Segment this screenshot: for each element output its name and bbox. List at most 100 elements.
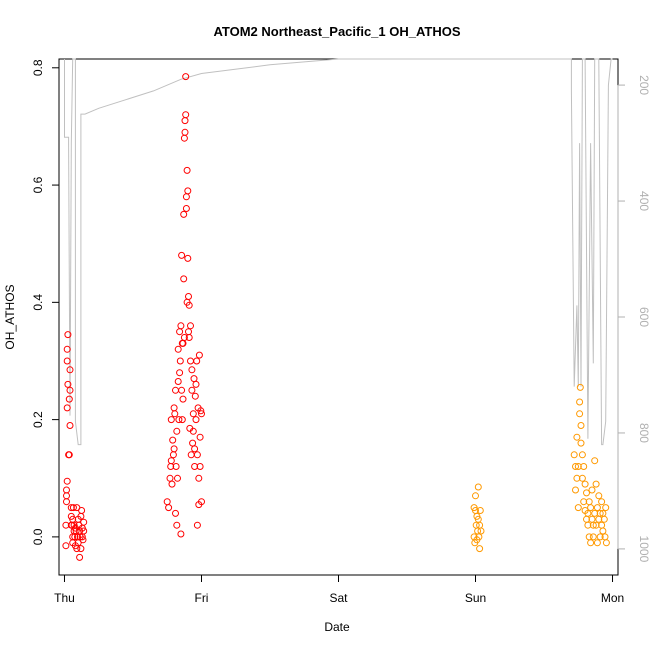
data-point-orange xyxy=(599,527,607,535)
x-axis: Thu Fri Sat Sun Mon xyxy=(54,574,624,605)
data-point-red xyxy=(180,134,188,142)
y2-tick-label: 1000 xyxy=(637,536,650,563)
data-point-red xyxy=(179,339,187,347)
data-point-red xyxy=(174,378,182,385)
data-point-orange xyxy=(600,515,608,523)
y-tick-label: 0.8 xyxy=(31,59,45,76)
data-point-red xyxy=(189,410,197,418)
data-point-red xyxy=(169,436,177,444)
data-point-orange xyxy=(589,521,597,529)
data-point-orange xyxy=(574,504,582,512)
data-point-orange xyxy=(593,504,601,512)
data-point-red xyxy=(63,492,70,500)
data-point-orange xyxy=(596,533,604,541)
data-point-red xyxy=(63,357,71,365)
y2-tick-label: 400 xyxy=(637,191,650,211)
data-point-red xyxy=(196,463,204,470)
data-point-red xyxy=(198,410,205,418)
data-point-red xyxy=(167,457,175,465)
data-point-red xyxy=(188,366,196,374)
data-point-red xyxy=(63,498,70,506)
y-tick-label: 0.0 xyxy=(31,528,45,545)
data-point-red xyxy=(170,445,178,453)
data-point-orange xyxy=(574,463,582,470)
y2-tick-label: 600 xyxy=(637,307,650,327)
data-point-red xyxy=(188,386,196,394)
data-point-red xyxy=(187,322,194,330)
data-point-red xyxy=(191,445,199,453)
data-point-red xyxy=(62,542,70,550)
data-point-red xyxy=(176,328,184,336)
data-point-red xyxy=(176,369,184,377)
data-point-red xyxy=(184,187,192,195)
y-axis: 0.0 0.2 0.4 0.6 0.8 xyxy=(31,59,60,545)
data-point-red xyxy=(64,331,72,339)
y2-axis: 200 400 600 800 1000 xyxy=(617,75,650,563)
data-point-orange xyxy=(592,480,600,488)
data-point-red xyxy=(65,451,73,459)
data-point-red xyxy=(192,380,200,388)
data-point-red xyxy=(167,463,175,470)
data-point-red xyxy=(179,395,187,403)
plot-frame xyxy=(58,58,619,576)
data-point-red xyxy=(195,474,203,482)
points-layer xyxy=(62,73,610,561)
data-point-orange xyxy=(598,498,606,506)
data-point-red xyxy=(182,193,190,201)
data-point-red xyxy=(175,416,183,424)
x-tick-label: Sat xyxy=(329,591,348,605)
data-point-orange xyxy=(474,483,482,491)
data-point-orange xyxy=(572,486,579,494)
chart-title: ATOM2 Northeast_Pacific_1 OH_ATHOS xyxy=(213,24,460,39)
data-point-red xyxy=(80,527,88,535)
data-point-red xyxy=(174,345,182,353)
data-point-orange xyxy=(587,504,595,512)
data-point-orange xyxy=(583,489,590,497)
y-tick-label: 0.4 xyxy=(31,294,45,311)
data-point-red xyxy=(69,504,77,512)
x-tick-label: Sun xyxy=(465,591,486,605)
x-tick-label: Thu xyxy=(54,591,75,605)
data-point-orange xyxy=(602,504,610,512)
data-point-red xyxy=(172,509,179,517)
data-point-red xyxy=(180,210,188,218)
data-point-red xyxy=(171,410,179,418)
data-point-red xyxy=(64,380,72,388)
data-point-red xyxy=(66,422,74,429)
data-point-orange xyxy=(576,383,584,391)
data-point-red xyxy=(166,474,174,482)
data-point-red xyxy=(178,251,186,259)
data-point-red xyxy=(63,404,71,412)
data-point-red xyxy=(77,545,85,553)
data-point-red xyxy=(192,416,200,424)
data-point-orange xyxy=(476,507,484,514)
data-point-red xyxy=(170,404,178,412)
data-point-orange xyxy=(591,457,599,465)
data-point-red xyxy=(186,424,194,432)
data-point-red xyxy=(177,530,185,538)
data-point-red xyxy=(182,205,190,212)
data-point-orange xyxy=(577,439,585,447)
data-point-red xyxy=(187,357,194,365)
data-point-red xyxy=(63,345,71,353)
y-axis-label: OH_ATHOS xyxy=(3,284,17,349)
data-point-red xyxy=(177,322,185,330)
data-point-red xyxy=(163,498,171,506)
data-point-red xyxy=(66,366,74,374)
data-point-orange xyxy=(577,422,585,429)
data-point-red xyxy=(172,386,179,394)
data-point-red xyxy=(191,392,199,400)
y-tick-label: 0.6 xyxy=(31,176,45,193)
data-point-red xyxy=(198,498,205,506)
x-axis-label: Date xyxy=(324,620,350,634)
data-point-orange xyxy=(476,545,484,553)
data-point-red xyxy=(165,504,173,512)
data-point-red xyxy=(187,451,195,459)
data-point-red xyxy=(78,507,86,514)
depth-trace-line xyxy=(64,58,613,446)
data-point-red xyxy=(173,521,181,529)
data-point-orange xyxy=(593,539,601,547)
data-point-orange xyxy=(578,451,586,459)
x-tick-label: Mon xyxy=(601,591,624,605)
